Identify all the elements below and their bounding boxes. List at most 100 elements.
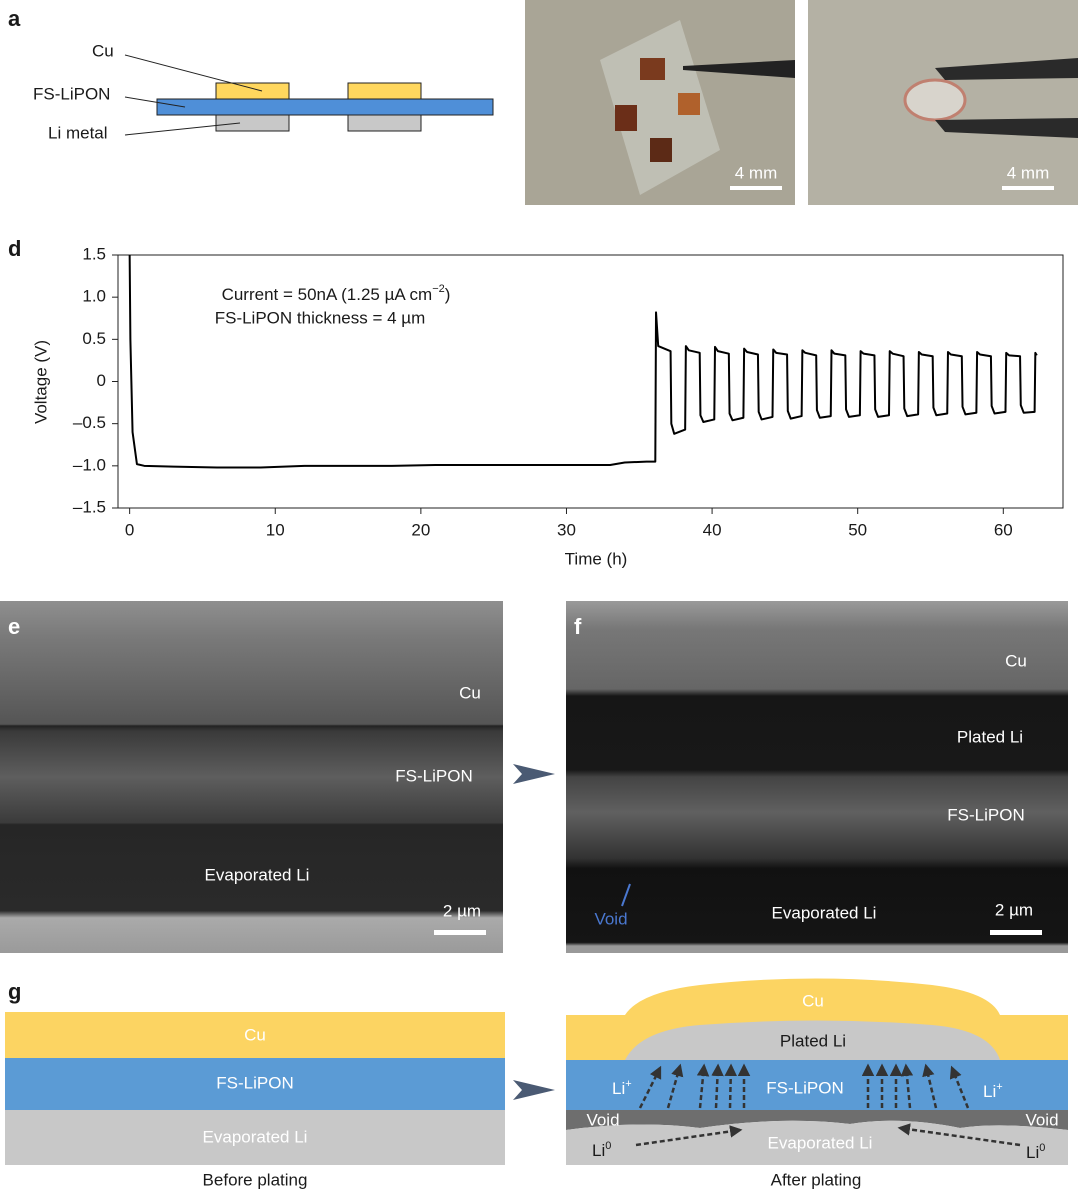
scale-bar [990,930,1042,935]
scale-label: 4 mm [735,163,778,182]
panel-g-before: Cu FS-LiPON Evaporated Li Before plating [5,1012,505,1189]
leader [124,96,186,108]
li-layer [5,1110,505,1165]
voltage-line [128,254,1038,469]
void-pointer [621,883,631,907]
charge: 0 [1039,1142,1045,1154]
sem-image [566,601,1068,953]
label: FS-LiPON [395,766,472,785]
scale-label: 2 µm [443,901,481,920]
charge: + [996,1081,1002,1093]
cu-pad [678,93,700,115]
label: FS-LiPON [947,805,1024,824]
cu-block [347,82,422,100]
y-tick-label: 0 [97,371,106,390]
x-tick-label: 30 [557,520,576,539]
ion-label: Li+ [612,1078,632,1099]
y-tick-label: –1.5 [73,497,106,516]
plated-li [625,1020,1000,1060]
lipon-bar [156,98,494,116]
cu-layer [5,1012,505,1058]
tweezer [935,58,1078,80]
x-tick-label: 50 [848,520,867,539]
x-tick-label: 20 [411,520,430,539]
caption: Before plating [203,1170,308,1189]
scale-label: 2 µm [995,900,1033,919]
label: FS-LiPON [33,84,110,103]
film [600,20,720,195]
li-block [347,114,422,132]
leader [124,122,241,136]
sem-image [0,601,503,953]
label: Evaporated Li [203,1127,308,1146]
y-tick-label: –1.0 [73,455,106,474]
cu-pad [615,105,637,131]
metal: Li [1026,1143,1039,1162]
scale-label: 4 mm [1007,163,1050,182]
ion-arrows [635,1063,1021,1147]
label: Evaporated Li [205,865,310,884]
panel-letter: g [8,979,21,1004]
annotation-part: Current = 50nA (1.25 µA cm [222,285,433,304]
label: Li metal [48,123,108,142]
annotation: FS-LiPON thickness = 4 µm [215,308,426,327]
ion-label: Li+ [983,1081,1003,1102]
li-layer [566,1120,1068,1165]
label: Evaporated Li [768,1133,873,1152]
panel-letter: f [574,614,582,639]
panel-letter: d [8,236,21,261]
charge: 0 [605,1140,611,1152]
leader [124,54,263,92]
x-tick-label: 0 [125,520,134,539]
panel-e: e Cu FS-LiPON Evaporated Li 2 µm [0,601,503,953]
label: FS-LiPON [766,1078,843,1097]
scale-bar [434,930,486,935]
label: Void [594,909,627,928]
ion: Li [983,1082,996,1101]
panel-c: 4 mm [808,0,1078,205]
label: Cu [459,683,481,702]
annotation-sup: −2 [432,283,445,295]
scale-bar [1002,186,1054,190]
label: Void [1025,1110,1058,1129]
chart: Time (h) Voltage (V) Current = 50nA (1.2… [31,244,1064,568]
panel-a: Cu FS-LiPON Li metal [33,41,494,142]
x-tick-label: 10 [266,520,285,539]
label: FS-LiPON [216,1073,293,1092]
label: Cu [92,41,114,60]
label: Void [586,1110,619,1129]
x-axis-label: Time (h) [565,549,628,568]
label: Plated Li [780,1031,846,1050]
panel-letter: e [8,614,20,639]
arrow [513,764,555,784]
metal: Li [592,1141,605,1160]
li-block [215,114,290,132]
label: Plated Li [957,727,1023,746]
panel-b: 4 mm [525,0,795,205]
rolled-film [903,78,967,122]
cu-pad [650,138,672,162]
label: Cu [802,991,824,1010]
y-tick-label: –0.5 [73,413,106,432]
void-layer [566,1110,1068,1130]
x-tick-label: 60 [994,520,1013,539]
cu-block [215,82,290,100]
annotation-part: ) [445,285,451,304]
metal-label: Li0 [1026,1142,1045,1163]
y-tick-label: 1.5 [82,244,106,263]
x-tick-label: 40 [703,520,722,539]
lipon-layer [5,1058,505,1110]
charge: + [625,1078,631,1090]
panel-g-after: Plated Li Cu FS-LiPON Evaporated Li Void… [566,978,1068,1189]
metal-label: Li0 [592,1140,611,1161]
annotation: Current = 50nA (1.25 µA cm−2) [222,283,451,305]
y-tick-label: 0.5 [82,329,106,348]
label: Evaporated Li [772,903,877,922]
label: Cu [1005,651,1027,670]
tweezer [683,60,795,78]
ion: Li [612,1079,625,1098]
panel-f: f Cu Plated Li FS-LiPON Evaporated Li Vo… [566,601,1068,953]
y-tick-label: 1.0 [82,287,106,306]
